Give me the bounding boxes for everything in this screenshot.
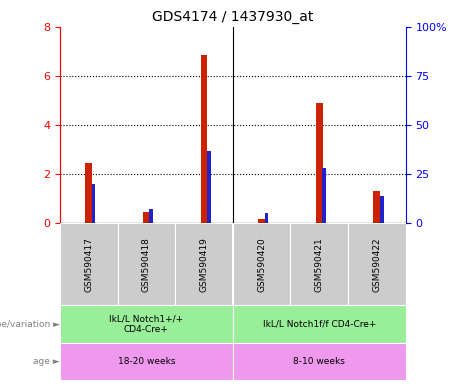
Text: GSM590419: GSM590419	[200, 237, 208, 292]
Bar	[258, 220, 265, 223]
Bar	[322, 168, 326, 223]
Text: genotype/variation ►: genotype/variation ►	[0, 319, 60, 329]
Text: GSM590420: GSM590420	[257, 237, 266, 291]
Text: 8-10 weeks: 8-10 weeks	[293, 357, 345, 366]
Bar	[373, 191, 380, 223]
Bar	[207, 151, 211, 223]
Text: age ►: age ►	[33, 357, 60, 366]
Bar	[92, 184, 95, 223]
Bar	[175, 223, 233, 305]
Text: GSM590418: GSM590418	[142, 237, 151, 292]
Bar	[233, 343, 406, 380]
Bar	[85, 163, 92, 223]
Bar	[316, 103, 323, 223]
Bar	[143, 212, 150, 223]
Bar	[60, 343, 233, 380]
Bar	[233, 305, 406, 343]
Text: GSM590421: GSM590421	[315, 237, 324, 291]
Bar	[265, 214, 268, 223]
Bar	[380, 196, 384, 223]
Bar	[290, 223, 348, 305]
Title: GDS4174 / 1437930_at: GDS4174 / 1437930_at	[152, 10, 313, 25]
Bar	[60, 305, 233, 343]
Text: GSM590417: GSM590417	[84, 237, 93, 292]
Bar	[233, 223, 290, 305]
Bar	[201, 55, 207, 223]
Text: IkL/L Notch1+/+
CD4-Cre+: IkL/L Notch1+/+ CD4-Cre+	[109, 314, 183, 334]
Bar	[60, 223, 118, 305]
Text: GSM590422: GSM590422	[372, 237, 381, 291]
Bar	[348, 223, 406, 305]
Text: IkL/L Notch1f/f CD4-Cre+: IkL/L Notch1f/f CD4-Cre+	[263, 319, 376, 329]
Bar	[149, 209, 153, 223]
Bar	[118, 223, 175, 305]
Text: 18-20 weeks: 18-20 weeks	[118, 357, 175, 366]
